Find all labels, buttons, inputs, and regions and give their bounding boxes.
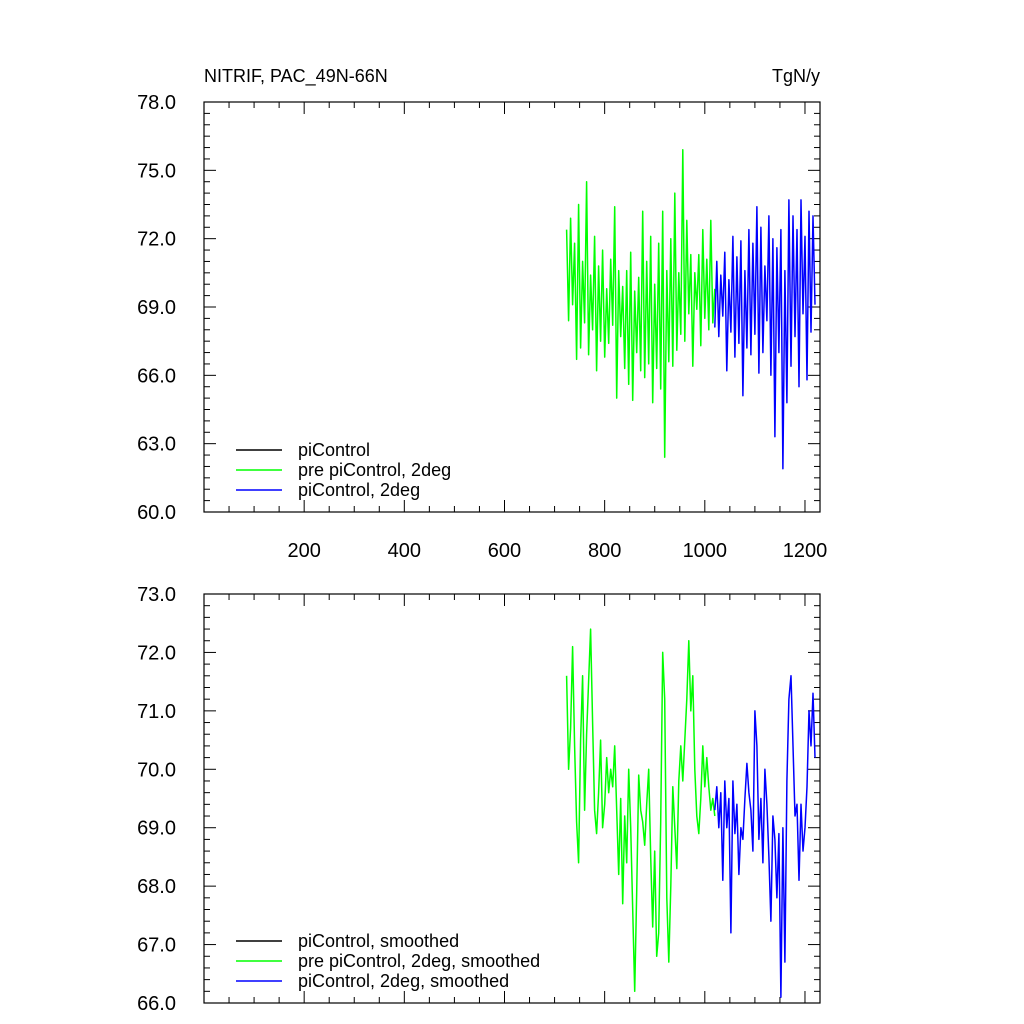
top-panel: 200 400 600 800 1000 1200 60.0 63.0 66.0 69.0 72.0… [137,92,827,562]
series-line-3 [714,199,816,470]
y-tick-label: 60.0 [137,502,176,524]
chart-title: NITRIF, PAC_49N-66N [204,66,388,87]
y-tick-label: 67.0 [137,935,176,957]
y-tick-label: 72.0 [137,229,176,251]
x-tick-label: 200 [287,540,320,562]
legend-label-3: piControl, 2deg [298,480,420,500]
legend-label-3: piControl, 2deg, smoothed [298,971,509,991]
y-tick-label: 70.0 [137,759,176,781]
y-tick-label: 73.0 [137,584,176,606]
legend-label-1: piControl [298,440,370,460]
bottom-panel: 66.0 67.0 68.0 69.0 70.0 71.0 72.0 73.0 piContro… [137,584,821,1015]
y-tick-label: 69.0 [137,297,176,319]
series-line-3 [714,675,816,998]
chart-units: TgN/y [772,66,820,86]
series-line-2 [565,628,716,993]
y-tick-label: 66.0 [137,993,176,1015]
x-tick-label: 1000 [683,540,728,562]
x-tick-label: 1200 [783,540,828,562]
y-tick-label: 71.0 [137,701,176,723]
y-tick-label: 69.0 [137,818,176,840]
plot-frame [203,593,821,1004]
legend-label-2: pre piControl, 2deg [298,460,451,480]
x-tick-label: 800 [588,540,621,562]
x-tick-label: 400 [388,540,421,562]
y-tick-label: 78.0 [137,92,176,114]
x-tick-label: 600 [488,540,521,562]
y-tick-label: 75.0 [137,160,176,182]
legend-label-1: piControl, smoothed [298,931,459,951]
y-tick-label: 72.0 [137,642,176,664]
legend-label-2: pre piControl, 2deg, smoothed [298,951,540,971]
y-tick-label: 63.0 [137,434,176,456]
y-tick-label: 66.0 [137,365,176,387]
series-line-2 [565,149,716,459]
y-tick-label: 68.0 [137,876,176,898]
